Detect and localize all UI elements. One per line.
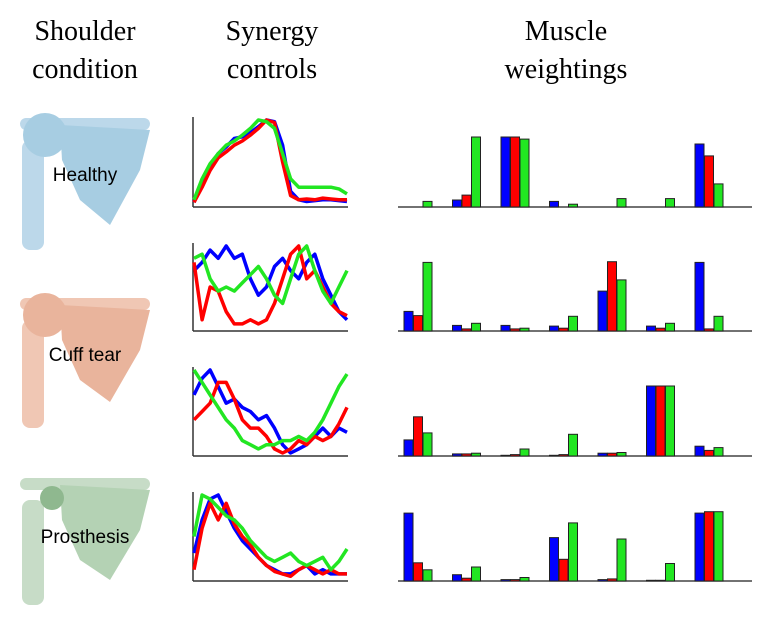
bar <box>413 315 423 332</box>
bar <box>713 183 724 208</box>
bar <box>568 203 578 208</box>
synergy-line <box>192 118 348 201</box>
bar <box>452 324 462 332</box>
column-header: Shoulder <box>34 16 136 47</box>
bar <box>403 310 414 332</box>
bar <box>500 324 511 332</box>
bar <box>549 200 559 208</box>
bar <box>607 261 617 332</box>
bar <box>510 579 520 582</box>
column-header: Muscle <box>525 16 607 47</box>
synergy-line <box>192 501 347 579</box>
column-header: condition <box>32 54 138 85</box>
bar <box>500 136 511 208</box>
bar <box>471 566 481 582</box>
bar <box>510 136 520 208</box>
bar <box>413 416 423 457</box>
bar <box>500 454 511 457</box>
bar <box>568 315 578 332</box>
bar <box>461 194 472 208</box>
bar <box>403 512 414 582</box>
bar <box>471 136 481 208</box>
bar <box>558 327 569 332</box>
bar <box>713 447 724 457</box>
bar <box>558 558 569 582</box>
bar <box>713 511 724 582</box>
healthy-shoulder-icon <box>20 113 150 250</box>
column-header: weightings <box>505 54 628 85</box>
bar <box>500 579 511 582</box>
synergy-line <box>193 244 349 306</box>
bar <box>616 198 627 208</box>
bar <box>665 322 675 332</box>
bar <box>694 445 705 457</box>
bar <box>519 138 530 208</box>
condition-label: Prosthesis <box>41 527 130 548</box>
bar <box>704 155 714 208</box>
bar <box>655 327 666 332</box>
bar <box>568 433 578 457</box>
synergy-line <box>192 493 349 572</box>
bar <box>597 452 608 457</box>
synergy-line <box>192 118 347 204</box>
bar <box>549 537 559 582</box>
bar <box>403 439 414 457</box>
bar <box>655 579 666 582</box>
bar <box>704 328 714 332</box>
bar <box>665 563 675 582</box>
synergy-line <box>192 380 349 455</box>
bar <box>694 512 705 582</box>
bar <box>607 578 617 582</box>
bar <box>665 198 675 208</box>
bar <box>694 143 705 208</box>
synergy-line <box>192 244 349 322</box>
bar <box>704 449 714 457</box>
bar <box>568 522 578 582</box>
bar <box>413 562 423 582</box>
bar <box>510 328 520 332</box>
bar <box>607 452 617 457</box>
bar <box>519 448 530 457</box>
bar <box>519 327 530 332</box>
bar <box>461 453 472 457</box>
bar <box>422 569 433 582</box>
bar <box>452 199 462 208</box>
bar <box>510 454 520 457</box>
bar <box>597 579 608 582</box>
bar <box>694 261 705 332</box>
column-header: controls <box>227 54 317 85</box>
bar <box>597 290 608 332</box>
bar <box>549 454 559 457</box>
bar <box>616 452 627 457</box>
prosthesis-shoulder-icon <box>20 478 150 605</box>
bar <box>655 385 666 457</box>
bar <box>646 325 656 332</box>
bar <box>452 574 462 582</box>
bar <box>616 279 627 332</box>
column-header: Synergy <box>226 16 319 47</box>
synergy-line <box>192 368 348 455</box>
bar <box>558 454 569 457</box>
bar <box>519 577 530 582</box>
bar <box>422 261 433 332</box>
bar <box>461 577 472 582</box>
bar <box>665 385 675 457</box>
bar <box>646 579 656 582</box>
bar <box>646 385 656 457</box>
synergy-line <box>192 369 349 451</box>
bar <box>471 452 481 457</box>
bar <box>452 453 462 457</box>
bar <box>549 325 559 332</box>
bar <box>422 200 433 208</box>
bar <box>704 511 714 582</box>
bar <box>471 322 481 332</box>
bar <box>461 328 472 332</box>
cuff-tear-shoulder-icon <box>20 293 150 428</box>
condition-label: Healthy <box>53 165 118 186</box>
condition-label: Cuff tear <box>49 345 122 366</box>
bar <box>713 315 724 332</box>
bar <box>422 432 433 457</box>
bar <box>616 538 627 582</box>
